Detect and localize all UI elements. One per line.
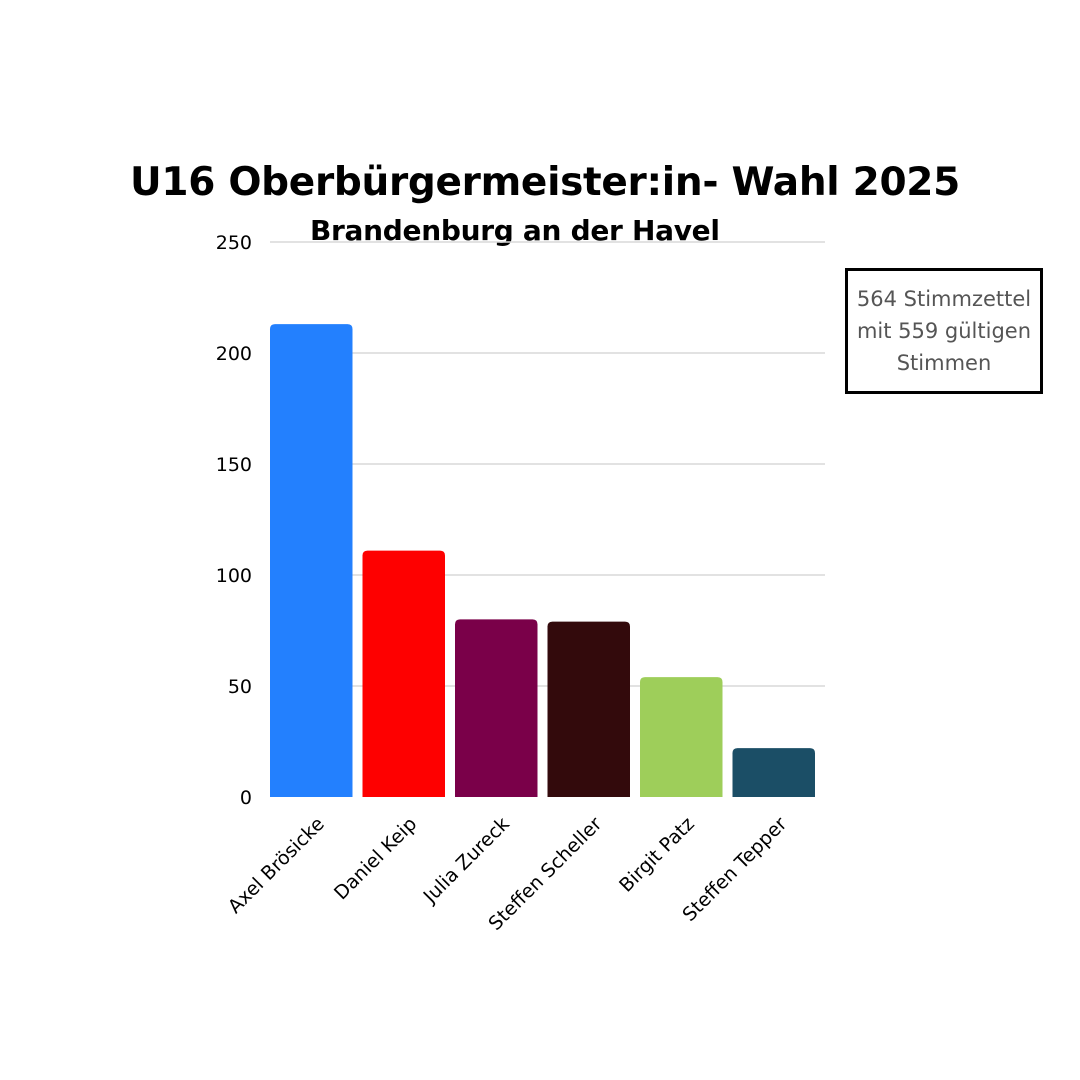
y-tick-label: 150 [216,454,252,476]
y-tick-label: 200 [216,343,252,365]
bar-daniel-keip [362,550,445,797]
x-category-label: Julia Zureck [419,813,514,908]
x-category-label: Daniel Keip [330,813,421,904]
bar-steffen-scheller [547,621,630,797]
y-tick-label: 100 [216,565,252,587]
bars [270,324,815,797]
x-category-label: Birgit Patz [615,813,699,897]
y-tick-label: 0 [240,787,252,809]
y-axis-ticks: 0 50 100 150 200 250 [216,232,252,809]
ballot-info-text: 564 Stimmzettel mit 559 gültigen Stimmen [856,287,1032,375]
x-category-label: Axel Brösicke [224,813,329,918]
chart-title: U16 Oberbürgermeister:in- Wahl 2025 [130,160,960,205]
bar-julia-zureck [455,619,538,797]
bar-birgit-patz [640,677,723,797]
ballot-info-box: 564 Stimmzettel mit 559 gültigen Stimmen [845,268,1043,394]
bar-axel-br-sicke [270,324,353,797]
y-tick-label: 50 [228,676,252,698]
bar-steffen-tepper [732,748,815,797]
grid-lines [270,241,825,687]
y-tick-label: 250 [216,232,252,254]
